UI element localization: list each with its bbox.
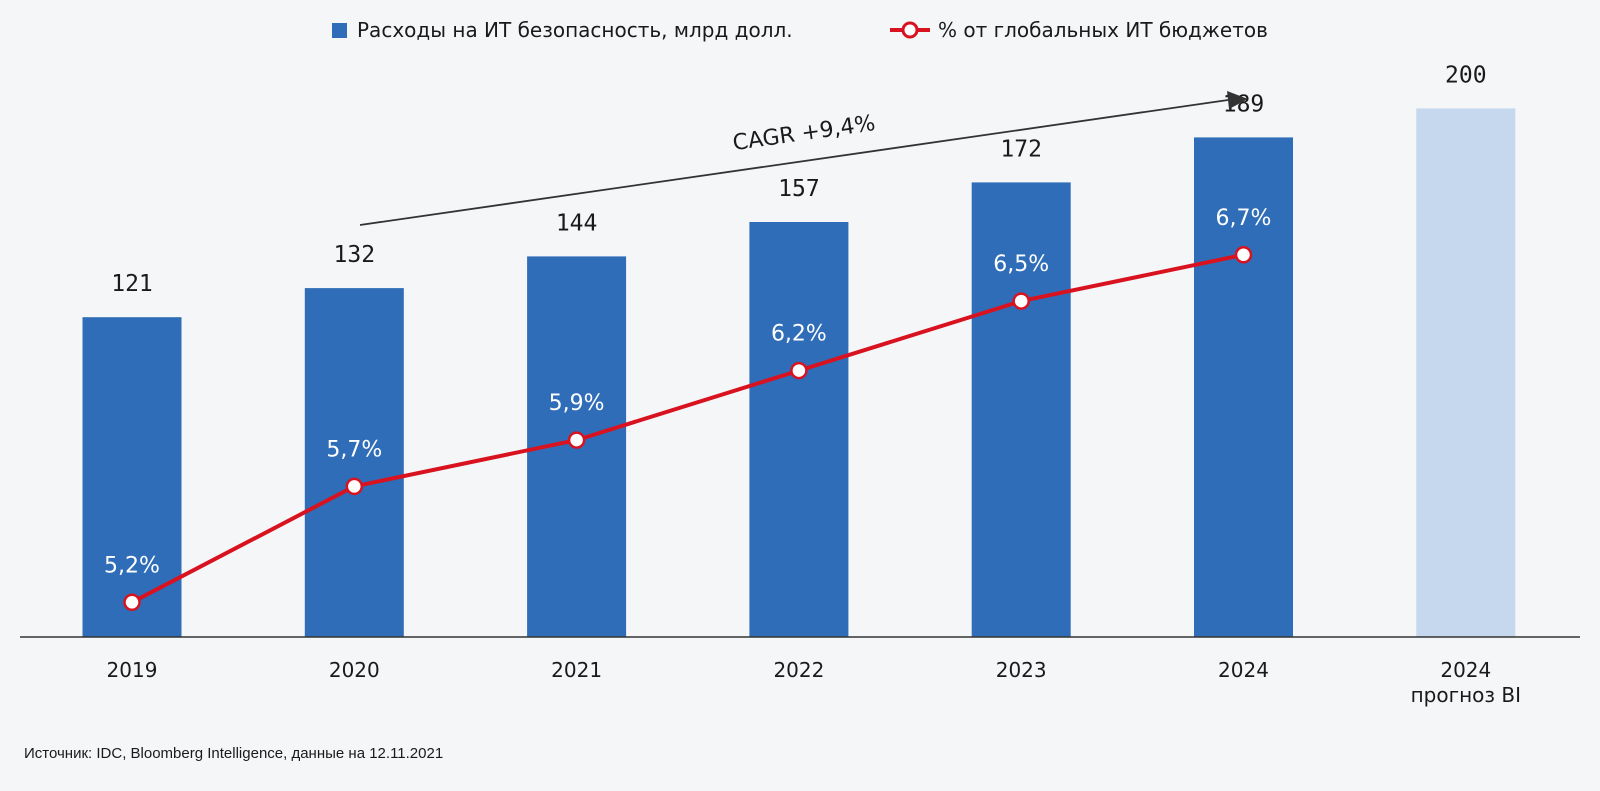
share-value-label: 6,2% bbox=[771, 322, 827, 347]
bar-value-label: 144 bbox=[556, 210, 598, 236]
bar bbox=[971, 182, 1071, 637]
bar-value-label: 157 bbox=[778, 176, 820, 202]
legend-line-swatch bbox=[890, 21, 930, 39]
cagr-arrow-head bbox=[1227, 91, 1248, 109]
cagr-arrow-line bbox=[359, 99, 1229, 226]
bar-forecast bbox=[1416, 108, 1516, 637]
bar-value-label: 132 bbox=[334, 242, 376, 268]
legend-item-spending: Расходы на ИТ безопасность, млрд долл. bbox=[332, 18, 793, 42]
bar bbox=[304, 288, 404, 637]
x-tick-label: 2020 bbox=[329, 658, 380, 682]
bar bbox=[749, 222, 849, 637]
bar-value-label: 121 bbox=[111, 271, 153, 297]
share-line bbox=[131, 252, 1244, 605]
share-point bbox=[345, 477, 364, 496]
bar bbox=[82, 317, 182, 637]
legend-label-share: % от глобальных ИТ бюджетов bbox=[938, 18, 1268, 42]
legend: Расходы на ИТ безопасность, млрд долл. %… bbox=[0, 18, 1600, 48]
source-note: Источник: IDC, Bloomberg Intelligence, д… bbox=[24, 745, 444, 762]
share-value-label: 6,5% bbox=[993, 252, 1049, 277]
share-point bbox=[123, 593, 141, 612]
bar-value-label: 172 bbox=[1000, 136, 1042, 162]
x-tick-label: 2024 прогноз BI bbox=[1411, 658, 1521, 707]
share-point bbox=[567, 431, 586, 449]
legend-label-spending: Расходы на ИТ безопасность, млрд долл. bbox=[357, 18, 793, 42]
bar bbox=[1194, 137, 1293, 637]
x-tick-label: 2022 bbox=[773, 658, 824, 682]
share-value-label: 5,7% bbox=[326, 437, 382, 462]
x-tick-label: 2019 bbox=[107, 658, 158, 682]
x-tick-label: 2024 bbox=[1218, 658, 1269, 682]
share-point bbox=[790, 361, 808, 380]
x-tick-label: 2023 bbox=[996, 658, 1047, 682]
cagr-label: CAGR +9,4% bbox=[731, 111, 877, 156]
share-point bbox=[1234, 246, 1253, 264]
legend-item-share: % от глобальных ИТ бюджетов bbox=[890, 18, 1268, 42]
share-value-label: 5,2% bbox=[104, 553, 160, 578]
share-value-label: 5,9% bbox=[549, 391, 605, 416]
bar-value-label: 200 bbox=[1445, 62, 1487, 88]
x-tick-label: 2021 bbox=[551, 658, 602, 682]
legend-bar-swatch bbox=[332, 22, 347, 38]
share-value-label: 6,7% bbox=[1216, 206, 1272, 231]
share-point bbox=[1012, 292, 1030, 310]
